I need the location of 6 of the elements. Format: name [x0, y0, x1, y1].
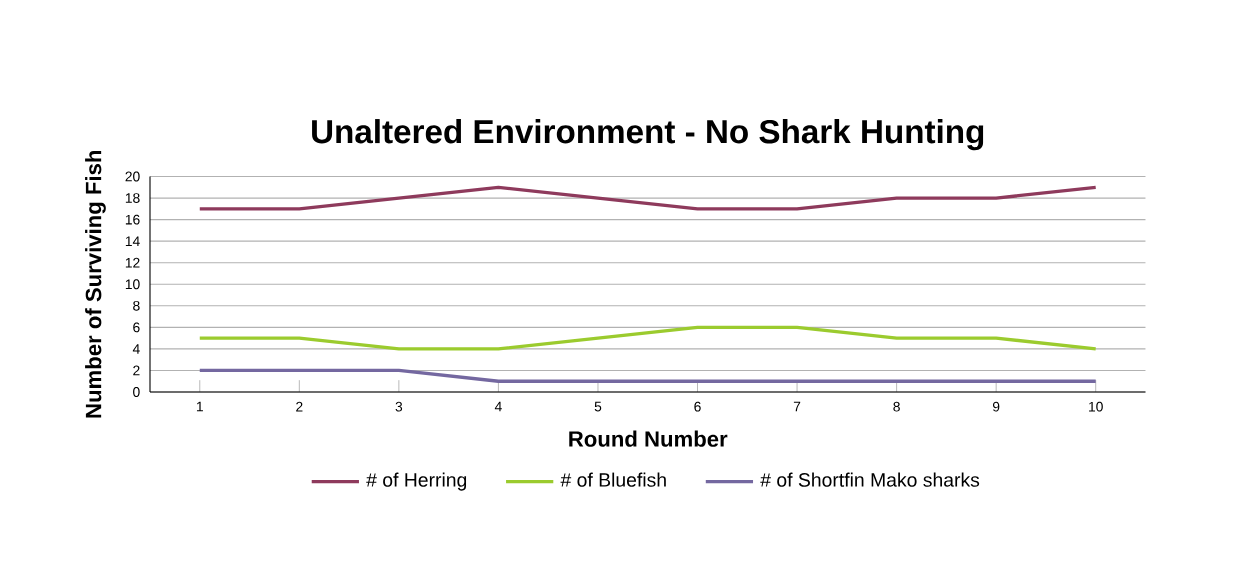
legend-label: # of Herring [366, 472, 467, 491]
y-axis-title: Number of Surviving Fish [85, 150, 106, 418]
legend-label: # of Bluefish [560, 472, 666, 487]
chart-title: Unaltered Environment - No Shark Hunting [312, 119, 984, 151]
legend-label: # of Shortfin Mako sharks [760, 472, 980, 487]
x-axis-title: Round Number [569, 430, 728, 447]
